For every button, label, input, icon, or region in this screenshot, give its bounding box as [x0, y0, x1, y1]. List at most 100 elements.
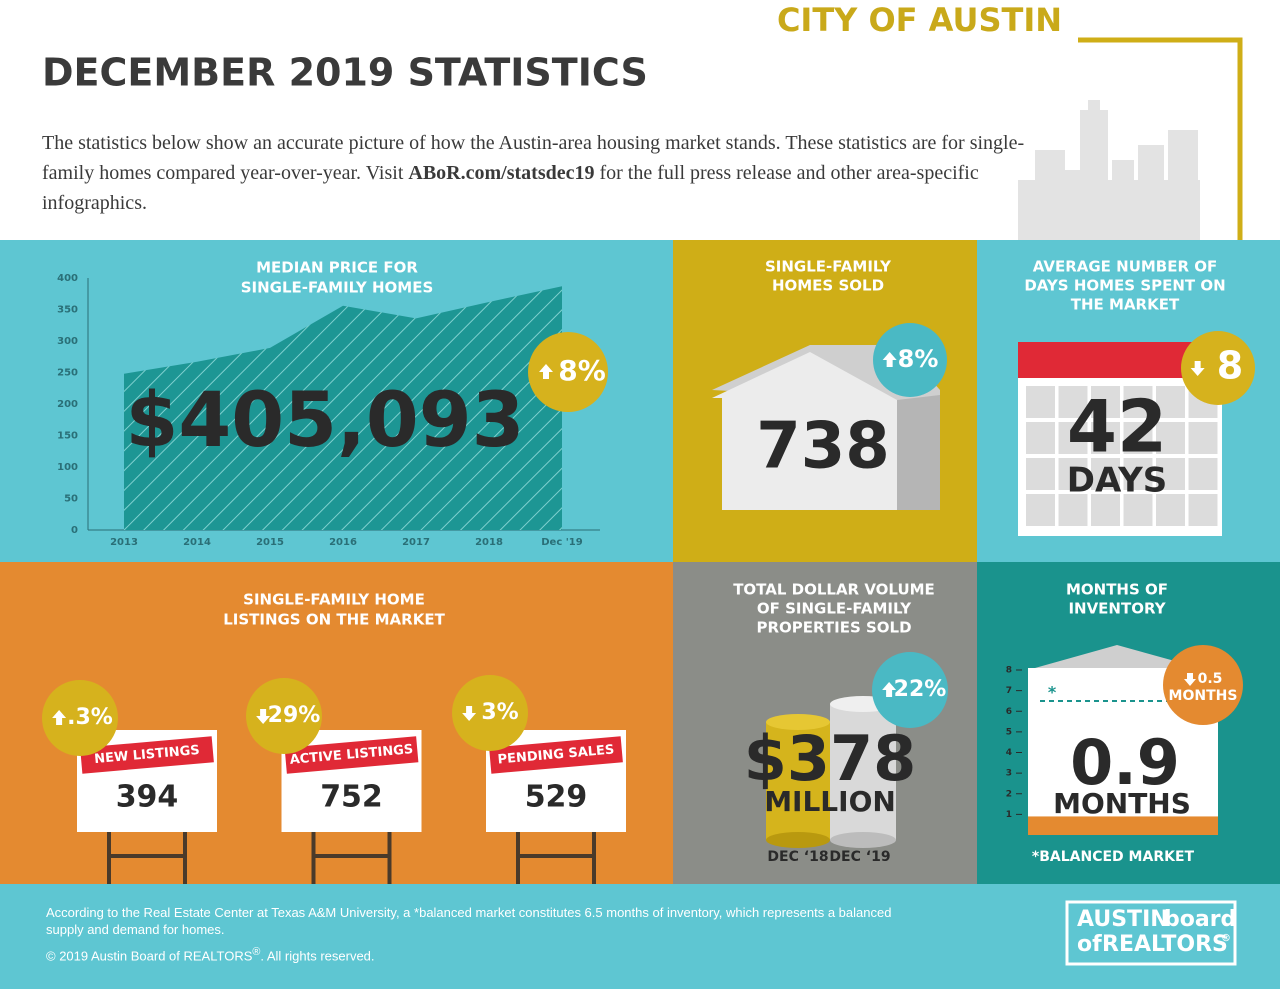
- sign-label-bg: [284, 736, 419, 774]
- panel-title: LISTINGS ON THE MARKET: [223, 611, 445, 629]
- calendar-cell: [1026, 458, 1055, 490]
- calendar-cell: [1026, 494, 1055, 526]
- calendar-cell: [1026, 422, 1055, 454]
- sign-label-bg: [489, 736, 623, 774]
- intro-link[interactable]: ABoR.com/statsdec19: [408, 162, 595, 184]
- homes-sold: 738: [756, 410, 890, 484]
- calendar-cell: [1123, 422, 1153, 454]
- y-tick-label: 1: [1006, 810, 1012, 820]
- inventory-value: 0.9: [1070, 726, 1180, 799]
- copyright: © 2019 Austin Board of REALTORS®. All ri…: [46, 944, 896, 964]
- days-unit: DAYS: [1067, 461, 1167, 501]
- skyline: [1018, 100, 1200, 240]
- arrow-up: [52, 710, 67, 725]
- y-tick-label: 350: [57, 305, 78, 316]
- listing-signs: [77, 730, 626, 884]
- change-badge: [873, 323, 947, 397]
- y-tick-label: 6: [1006, 707, 1012, 717]
- calendar-cell: [1123, 458, 1153, 490]
- calendar-icon: [1018, 342, 1222, 536]
- y-tick-label: 7: [1006, 686, 1012, 696]
- panel-title: SINGLE-FAMILY HOME: [243, 591, 425, 609]
- rights-text: . All rights reserved.: [260, 948, 375, 964]
- calendar-cell: [1156, 494, 1185, 526]
- y-tick-label: 150: [57, 431, 78, 442]
- change-badge: [872, 652, 948, 728]
- y-tick-label: 250: [57, 368, 78, 379]
- panel-title: PROPERTIES SOLD: [756, 619, 911, 637]
- price-area: [124, 286, 562, 530]
- arrow-down: [1190, 361, 1205, 376]
- change-value: 8%: [558, 354, 606, 387]
- panel-title: MEDIAN PRICE FOR: [256, 259, 418, 277]
- calendar-cell: [1058, 494, 1088, 526]
- panel-title: INVENTORY: [1068, 600, 1166, 618]
- brand-bracket: [1078, 37, 1243, 240]
- panel-title: AVERAGE NUMBER OF: [1033, 258, 1218, 276]
- calendar-cell: [1091, 494, 1120, 526]
- y-tick-label: 50: [64, 494, 78, 505]
- x-tick-label: 2016: [329, 537, 357, 548]
- change-unit: MONTHS: [1169, 688, 1238, 704]
- change-value: .3%: [67, 705, 113, 730]
- arrow-down: [462, 706, 477, 721]
- logo-text: AUSTIN: [1077, 907, 1169, 932]
- panel-title: HOMES SOLD: [772, 277, 884, 295]
- calendar-cell: [1058, 458, 1088, 490]
- coin-stacks: [766, 696, 896, 848]
- x-tick-label: 2013: [110, 537, 138, 548]
- calendar-cell: [1188, 494, 1218, 526]
- change-badge: [1181, 331, 1255, 405]
- change-badge: [246, 678, 322, 754]
- x-tick-label: 2015: [256, 537, 284, 548]
- year-label: DEC ‘18: [767, 849, 828, 865]
- intro-text: for the full press release and other are…: [42, 162, 979, 214]
- listing-value: 752: [320, 780, 383, 815]
- panel-title: SINGLE-FAMILY HOMES: [241, 279, 434, 297]
- logo-frame: [1065, 900, 1237, 966]
- volume-value: $378: [744, 722, 917, 795]
- calendar-cell: [1188, 422, 1218, 454]
- calendar-cell: [1091, 458, 1120, 490]
- logo-text: board: [1164, 907, 1236, 932]
- panel-title: OF SINGLE-FAMILY: [757, 600, 912, 618]
- days-value: 42: [1067, 385, 1167, 469]
- change-value: 29%: [268, 703, 321, 728]
- change-value: 8: [1217, 344, 1243, 388]
- intro: The statistics below show an accurate pi…: [42, 128, 1042, 218]
- volume-unit: MILLION: [764, 785, 896, 818]
- listing-value: 394: [116, 780, 179, 815]
- arrow-down: [1184, 673, 1196, 686]
- y-tick-label: 400: [57, 273, 78, 284]
- arrow-up: [539, 364, 553, 379]
- change-value: 22%: [894, 677, 947, 702]
- x-tick-label: Dec '19: [541, 537, 583, 548]
- calendar-cell: [1026, 386, 1055, 418]
- calendar-cell: [1156, 386, 1185, 418]
- change-badge: [1163, 645, 1243, 725]
- y-tick-label: 8: [1006, 666, 1012, 676]
- y-tick-label: 200: [57, 399, 78, 410]
- calendar-cell: [1156, 422, 1185, 454]
- page-title: DECEMBER 2019 STATISTICS: [42, 51, 648, 95]
- calendar-cell: [1156, 458, 1185, 490]
- change-badge: [452, 675, 528, 751]
- arrow-up: [882, 352, 897, 367]
- y-tick-label: 2: [1006, 789, 1012, 799]
- x-tick-label: 2018: [475, 537, 503, 548]
- y-tick-label: 0: [71, 525, 78, 536]
- panel-title: THE MARKET: [1071, 296, 1180, 314]
- calendar-cell: [1123, 386, 1153, 418]
- balanced-note: *BALANCED MARKET: [1032, 849, 1195, 865]
- arrow-down: [256, 709, 271, 724]
- intro-text: The statistics below show an accurate pi…: [42, 132, 1025, 184]
- inventory-level: [1028, 816, 1218, 835]
- change-value: 0.5: [1198, 671, 1223, 687]
- change-value: 8%: [898, 345, 939, 373]
- calendar-cell: [1091, 422, 1120, 454]
- y-tick-label: 300: [57, 336, 78, 347]
- balanced-marker: *: [1048, 682, 1057, 701]
- panel-title: MONTHS OF: [1066, 581, 1168, 599]
